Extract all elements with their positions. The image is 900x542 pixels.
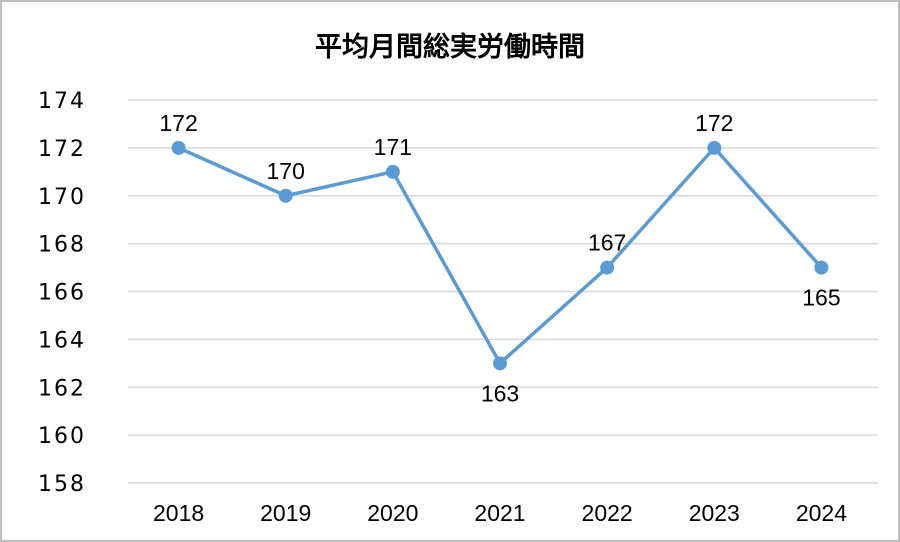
y-tick-label: 168	[38, 233, 86, 258]
x-axis-ticks: 2018 2019 2020 2021 2022 2023 2024	[153, 500, 847, 526]
y-tick-label: 172	[38, 137, 86, 162]
y-axis-ticks: 174 172 170 168 166 164 162 160 158	[38, 89, 86, 497]
data-label: 172	[695, 110, 733, 136]
chart-title: 平均月間総実労働時間	[315, 31, 585, 63]
data-point	[278, 188, 293, 203]
y-tick-label: 170	[38, 185, 86, 210]
x-tick-label: 2020	[367, 500, 418, 526]
gridlines	[128, 99, 878, 484]
x-tick-label: 2022	[582, 500, 633, 526]
data-point	[171, 140, 186, 155]
data-label: 171	[374, 134, 412, 160]
data-point	[707, 140, 722, 155]
data-point	[385, 164, 400, 179]
y-tick-label: 164	[38, 328, 86, 353]
x-tick-label: 2021	[474, 500, 525, 526]
data-label: 172	[159, 110, 197, 136]
data-label: 163	[481, 380, 519, 406]
data-point	[493, 356, 507, 371]
y-tick-label: 162	[38, 376, 86, 401]
data-label: 170	[267, 158, 305, 184]
data-label: 165	[802, 285, 840, 311]
y-tick-label: 160	[38, 424, 86, 449]
data-labels: 172 170 171 163 167 172 165	[159, 110, 840, 406]
x-tick-label: 2018	[153, 500, 204, 526]
x-tick-label: 2019	[260, 500, 311, 526]
series-markers	[171, 140, 829, 371]
data-point	[600, 260, 615, 275]
data-point	[814, 260, 829, 275]
y-tick-label: 166	[38, 281, 86, 306]
y-tick-label: 174	[38, 89, 86, 114]
x-tick-label: 2023	[689, 500, 740, 526]
data-label: 167	[588, 230, 626, 256]
y-tick-label: 158	[38, 472, 86, 497]
x-tick-label: 2024	[796, 500, 847, 526]
